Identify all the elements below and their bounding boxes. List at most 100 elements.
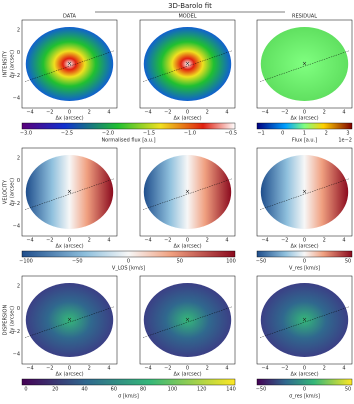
major-axis <box>142 50 233 82</box>
x-tick-label: 0 <box>68 366 71 372</box>
major-axis <box>24 50 115 82</box>
colorbar-label: σ_res [km/s] <box>289 394 320 400</box>
y-tick-label: −4 <box>13 352 20 358</box>
column-header: DATA <box>63 14 76 20</box>
map <box>260 27 349 101</box>
y-tick-label: −4 <box>13 224 20 230</box>
column-header: RESIDUAL <box>292 14 317 20</box>
center-marker: × <box>185 317 190 324</box>
y-tick-label: 0 <box>17 178 20 184</box>
colorbar-tick-label: −100 <box>19 259 33 265</box>
colorbar-tick-label: 0 <box>303 259 306 265</box>
column-header: MODEL <box>178 14 196 20</box>
x-tick-label: 2 <box>206 366 209 372</box>
x-tick-label: 0 <box>186 366 189 372</box>
colorbar <box>256 122 353 130</box>
x-tick-label: 0 <box>186 110 189 116</box>
x-tick-label: −4 <box>144 366 151 372</box>
y-tick-label: 0 <box>17 50 20 56</box>
center-marker: × <box>185 189 190 196</box>
colorbar-tick-label: −3.0 <box>20 131 32 137</box>
colorbar-tick-label: 0 <box>303 387 306 393</box>
center-marker: × <box>185 61 190 68</box>
y-tick-label: 2 <box>17 284 20 290</box>
title: 3D-Barolo fit <box>168 2 212 10</box>
y-tick-label: −2 <box>13 329 20 335</box>
colorbar-tick-label: 50 <box>345 387 351 393</box>
x-tick-label: 4 <box>342 110 345 116</box>
colorbar-tick-label: 0 <box>127 259 130 265</box>
colorbar-tick-label: 0 <box>281 131 284 137</box>
x-axis-label: Δx (arcsec) <box>55 372 83 378</box>
x-tick-label: 2 <box>323 110 326 116</box>
x-tick-label: −2 <box>164 110 171 116</box>
colorbar-label: σ [km/s] <box>118 394 139 400</box>
row-label: INTENSITY <box>3 50 9 77</box>
x-tick-label: −4 <box>26 366 33 372</box>
x-tick-label: 2 <box>88 366 91 372</box>
colorbar-tick-label: −0.5 <box>225 131 237 137</box>
map <box>143 283 232 357</box>
colorbar <box>256 250 353 258</box>
center-marker: × <box>302 61 307 68</box>
colorbar <box>21 378 236 386</box>
colorbar <box>21 122 236 130</box>
x-tick-label: −4 <box>261 238 268 244</box>
x-tick-label: 0 <box>303 110 306 116</box>
x-axis-label: Δx (arcsec) <box>55 116 83 122</box>
x-tick-label: 2 <box>206 238 209 244</box>
x-tick-label: −4 <box>261 366 268 372</box>
x-tick-label: −4 <box>26 110 33 116</box>
x-tick-label: −2 <box>281 110 288 116</box>
map <box>25 283 114 357</box>
major-axis <box>259 178 350 210</box>
x-axis-label: Δx (arcsec) <box>290 244 318 250</box>
center-marker: × <box>302 189 307 196</box>
x-tick-label: −2 <box>281 238 288 244</box>
colorbar-tick-label: 80 <box>140 387 146 393</box>
major-axis <box>142 306 233 338</box>
colorbar-tick-label: 100 <box>226 259 236 265</box>
x-tick-label: 4 <box>225 238 228 244</box>
colorbar-tick-label: 140 <box>226 387 236 393</box>
x-tick-label: −4 <box>261 110 268 116</box>
colorbar-tick-label: −1 <box>257 131 264 137</box>
x-axis-label: Δx (arcsec) <box>55 244 83 250</box>
row-label: VELOCITY <box>3 179 9 204</box>
major-axis <box>24 178 115 210</box>
colorbar <box>256 378 353 386</box>
x-tick-label: −2 <box>46 238 53 244</box>
colorbar-tick-label: −50 <box>72 259 83 265</box>
colorbar-label: V_res [km/s] <box>289 266 320 272</box>
y-tick-label: −2 <box>13 201 20 207</box>
x-tick-label: 4 <box>107 366 110 372</box>
x-axis-label: Δx (arcsec) <box>173 116 201 122</box>
colorbar-tick-label: −2.5 <box>61 131 73 137</box>
x-tick-label: 0 <box>68 110 71 116</box>
x-tick-label: −2 <box>164 238 171 244</box>
y-axis-label: Δy (arcsec) <box>10 50 16 78</box>
colorbar-tick-label: −1.0 <box>184 131 196 137</box>
colorbar-tick-label: 40 <box>81 387 87 393</box>
colorbar-exponent: 1e−2 <box>338 138 352 144</box>
major-axis <box>259 50 350 82</box>
y-tick-label: −4 <box>13 96 20 102</box>
x-axis-label: Δx (arcsec) <box>290 372 318 378</box>
center-marker: × <box>67 317 72 324</box>
y-axis-label: Δy (arcsec) <box>10 306 16 334</box>
colorbar-tick-label: 3 <box>346 131 349 137</box>
center-marker: × <box>302 317 307 324</box>
x-tick-label: 0 <box>303 238 306 244</box>
x-tick-label: −2 <box>46 110 53 116</box>
x-axis-label: Δx (arcsec) <box>290 116 318 122</box>
map <box>25 27 114 101</box>
x-tick-label: 2 <box>323 366 326 372</box>
colorbar-tick-label: 50 <box>345 259 351 265</box>
y-axis-label: Δy (arcsec) <box>10 178 16 206</box>
colorbar-tick-label: 50 <box>177 259 183 265</box>
x-axis-label: Δx (arcsec) <box>173 372 201 378</box>
x-tick-label: 4 <box>107 110 110 116</box>
colorbar-tick-label: 1 <box>303 131 306 137</box>
major-axis <box>259 306 350 338</box>
